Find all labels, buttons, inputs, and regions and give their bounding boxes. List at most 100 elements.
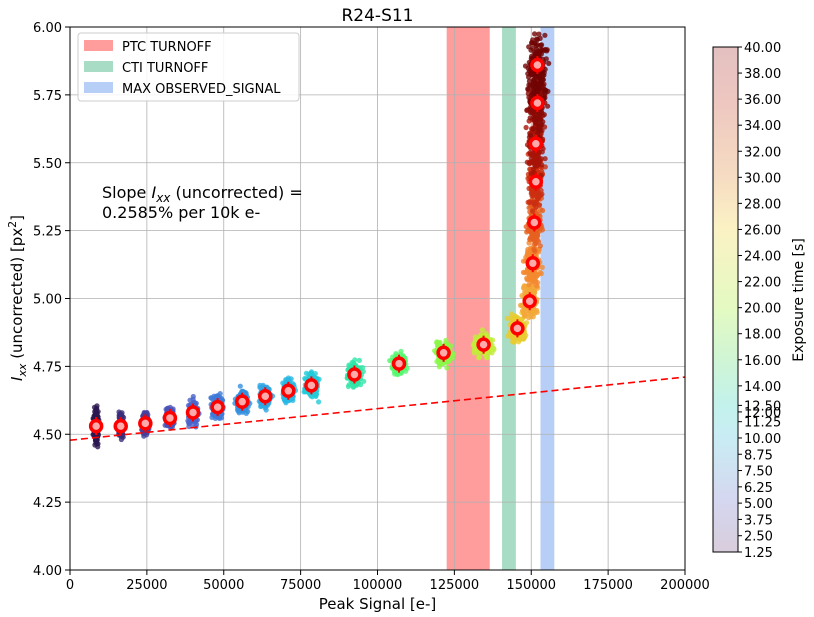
colorbar-tick-label-16: 24.00 xyxy=(744,250,781,265)
scatter-point xyxy=(534,199,540,205)
scatter-point xyxy=(536,211,542,217)
y-tick-label-5: 5.25 xyxy=(33,225,62,240)
legend-label-ptc: PTC TURNOFF xyxy=(122,40,212,55)
scatter-point xyxy=(527,150,533,156)
colorbar-tick-label-20: 32.00 xyxy=(744,145,781,160)
scatter-point xyxy=(525,86,531,92)
scatter-point xyxy=(535,89,541,95)
scatter-point xyxy=(484,333,490,339)
x-tick-label-5: 125000 xyxy=(430,578,480,593)
scatter-point xyxy=(539,109,545,115)
x-tick-label-6: 150000 xyxy=(506,578,556,593)
colorbar-tick-label-9: 12.00 xyxy=(744,406,781,421)
scatter-point xyxy=(510,317,516,323)
scatter-point xyxy=(360,365,366,371)
median-marker-1 xyxy=(113,418,128,434)
scatter-point xyxy=(527,115,533,121)
scatter-point xyxy=(542,156,548,162)
x-tick-label-4: 100000 xyxy=(353,578,403,593)
scatter-point xyxy=(524,229,530,235)
scatter-point xyxy=(531,116,538,122)
scatter-point xyxy=(540,119,546,125)
scatter-point xyxy=(526,282,532,288)
y-tick-label-6: 5.50 xyxy=(33,157,62,172)
scatter-point xyxy=(529,40,535,46)
scatter-point xyxy=(528,229,534,235)
colorbar-tick-label-4: 6.25 xyxy=(744,481,773,496)
scatter-point xyxy=(243,410,249,416)
scatter-point xyxy=(524,277,530,283)
scatter-point xyxy=(440,361,446,367)
colorbar-gradient xyxy=(712,46,739,553)
scatter-point xyxy=(538,46,544,52)
legend-label-cti: CTI TURNOFF xyxy=(122,61,208,76)
scatter-point xyxy=(237,383,243,389)
median-marker-9 xyxy=(304,378,319,393)
median-marker-8 xyxy=(281,383,296,399)
scatter-point xyxy=(534,159,540,165)
scatter-point xyxy=(479,327,485,333)
x-tick-label-3: 75000 xyxy=(280,578,321,593)
scatter-point xyxy=(526,287,532,293)
scatter-point xyxy=(530,126,536,132)
scatter-point xyxy=(537,243,543,249)
scatter-point xyxy=(91,413,97,419)
scatter-point xyxy=(215,393,221,399)
scatter-point xyxy=(534,42,541,48)
y-tick-label-3: 4.75 xyxy=(33,360,62,375)
colorbar-tick-label-12: 16.00 xyxy=(744,354,781,369)
colorbar-tick-label-13: 18.00 xyxy=(744,328,781,343)
colorbar-tick-label-18: 28.00 xyxy=(744,197,781,212)
slope-annotation: Slope Ixx (uncorrected) = 0.2585% per 10… xyxy=(102,183,303,222)
scatter-point xyxy=(523,124,529,131)
slope-annotation-line1: Slope Ixx (uncorrected) = xyxy=(102,183,303,205)
colorbar-tick-label-11: 14.00 xyxy=(744,380,781,395)
median-marker-12 xyxy=(436,345,451,361)
y-tick-label-8: 6.00 xyxy=(33,21,62,36)
x-tick-label-8: 200000 xyxy=(660,578,710,593)
scatter-point xyxy=(534,36,540,42)
scatter-point xyxy=(532,248,538,254)
scatter-point xyxy=(529,275,535,281)
median-marker-3 xyxy=(162,410,178,426)
scatter-point xyxy=(539,227,546,233)
scatter-point xyxy=(519,334,526,340)
colorbar-tick-label-1: 2.50 xyxy=(744,530,773,545)
colorbar-tick-label-10: 12.50 xyxy=(744,399,781,414)
scatter-point xyxy=(95,441,101,447)
scatter-point xyxy=(504,315,510,321)
median-marker-15 xyxy=(522,293,537,309)
scatter-point xyxy=(524,107,530,113)
median-marker-7 xyxy=(258,388,273,404)
legend: PTC TURNOFF CTI TURNOFF MAX OBSERVED_SIG… xyxy=(77,32,300,102)
scatter-point xyxy=(542,32,548,38)
scatter-point xyxy=(539,264,545,270)
scatter-point xyxy=(535,124,541,131)
scatter-point xyxy=(538,78,544,84)
scatter-point xyxy=(541,86,547,92)
scatter-point xyxy=(491,345,497,351)
scatter-point xyxy=(185,418,191,424)
scatter-point xyxy=(539,42,545,48)
fit-line xyxy=(70,376,685,442)
scatter-point xyxy=(521,285,527,291)
scatter-point xyxy=(534,120,540,126)
median-markers xyxy=(88,56,545,436)
scatter-point xyxy=(526,82,532,88)
scatter-point xyxy=(508,311,515,317)
colorbar-tick-label-5: 7.50 xyxy=(744,465,773,480)
x-tick-label-0: 0 xyxy=(66,578,74,593)
y-tick-label-0: 4.00 xyxy=(33,564,62,579)
scatter-point xyxy=(534,272,540,278)
median-marker-4 xyxy=(185,405,201,420)
legend-swatch-max-signal xyxy=(84,82,113,93)
scatter-point xyxy=(546,60,552,66)
scatter-point xyxy=(258,403,264,409)
scatter-point xyxy=(533,204,539,210)
y-tick-label-1: 4.25 xyxy=(33,496,62,511)
scatter-point xyxy=(538,192,544,198)
colorbar-tick-label-7: 10.00 xyxy=(744,432,781,447)
median-marker-21 xyxy=(530,57,545,73)
legend-swatch-ptc xyxy=(84,40,113,51)
